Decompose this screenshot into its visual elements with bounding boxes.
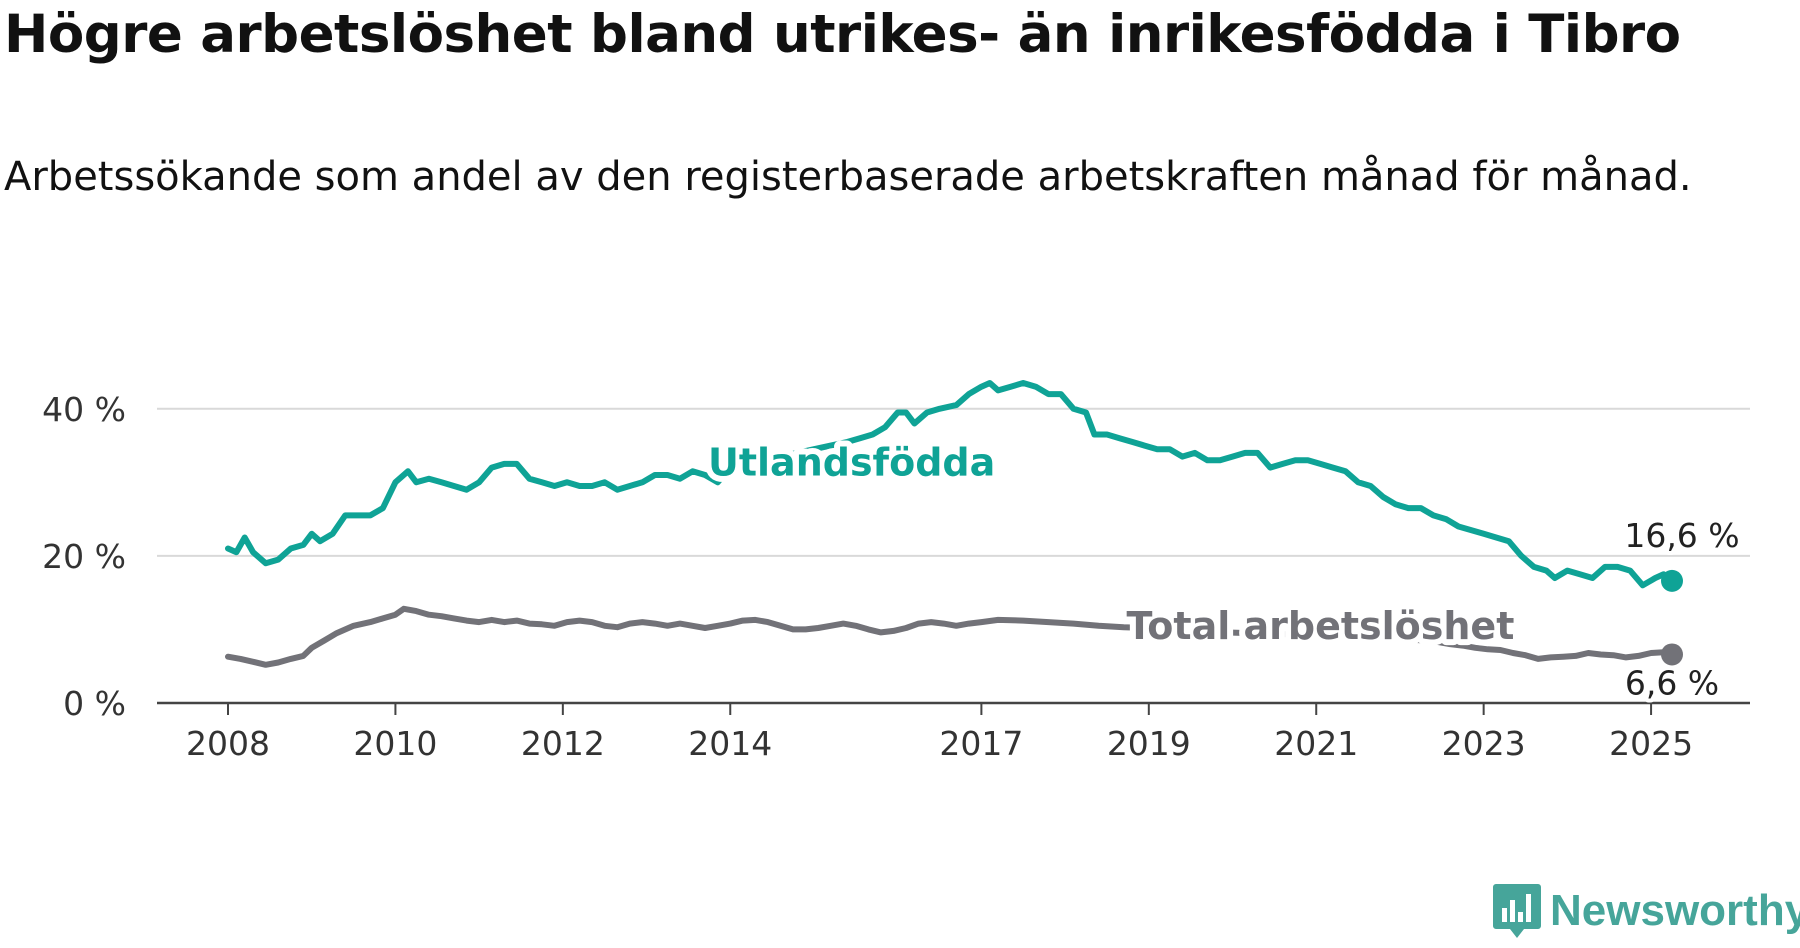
x-tick-label: 2019 [1107, 724, 1191, 763]
y-tick-label: 40 % [42, 390, 126, 429]
chart-title: Högre arbetslöshet bland utrikes- än inr… [4, 4, 1681, 65]
chart-subtitle: Arbetssökande som andel av den registerb… [4, 154, 1692, 200]
x-tick-label: 2010 [353, 724, 437, 763]
x-tick-label: 2017 [939, 724, 1023, 763]
y-axis-ticks: 0 % 20 % 40 % [42, 390, 126, 723]
x-tick-label: 2021 [1274, 724, 1358, 763]
brand-name: Newsworthy [1550, 886, 1800, 935]
brand-logo: Newsworthy [1492, 882, 1800, 940]
y-tick-label: 20 % [42, 537, 126, 576]
series-name-label: Utlandsfödda [708, 441, 995, 485]
x-tick-label: 2025 [1609, 724, 1693, 763]
series-line [225, 380, 1675, 589]
series-end-point [1661, 569, 1683, 592]
x-axis: 2008 2010 2012 2014 2017 2019 2021 2023 2025 [157, 701, 1750, 763]
series-labels: Utlandsfödda 16,6 % Total arbetslöshet 6,6 … [702, 435, 1744, 707]
x-tick-label: 2014 [688, 724, 772, 763]
x-tick-label: 2012 [521, 724, 605, 763]
y-tick-label: 0 % [63, 684, 126, 723]
x-tick-label: 2008 [186, 724, 270, 763]
x-tick-label: 2023 [1442, 724, 1526, 763]
series-end-label: 16,6 % [1624, 516, 1739, 555]
series-name-label: Total arbetslöshet [1126, 604, 1514, 648]
series-lines [225, 380, 1683, 668]
series-end-label: 6,6 % [1625, 663, 1719, 702]
series-line [225, 605, 1675, 668]
newsworthy-logo-icon [1493, 884, 1541, 938]
series-end-point [1661, 643, 1683, 666]
